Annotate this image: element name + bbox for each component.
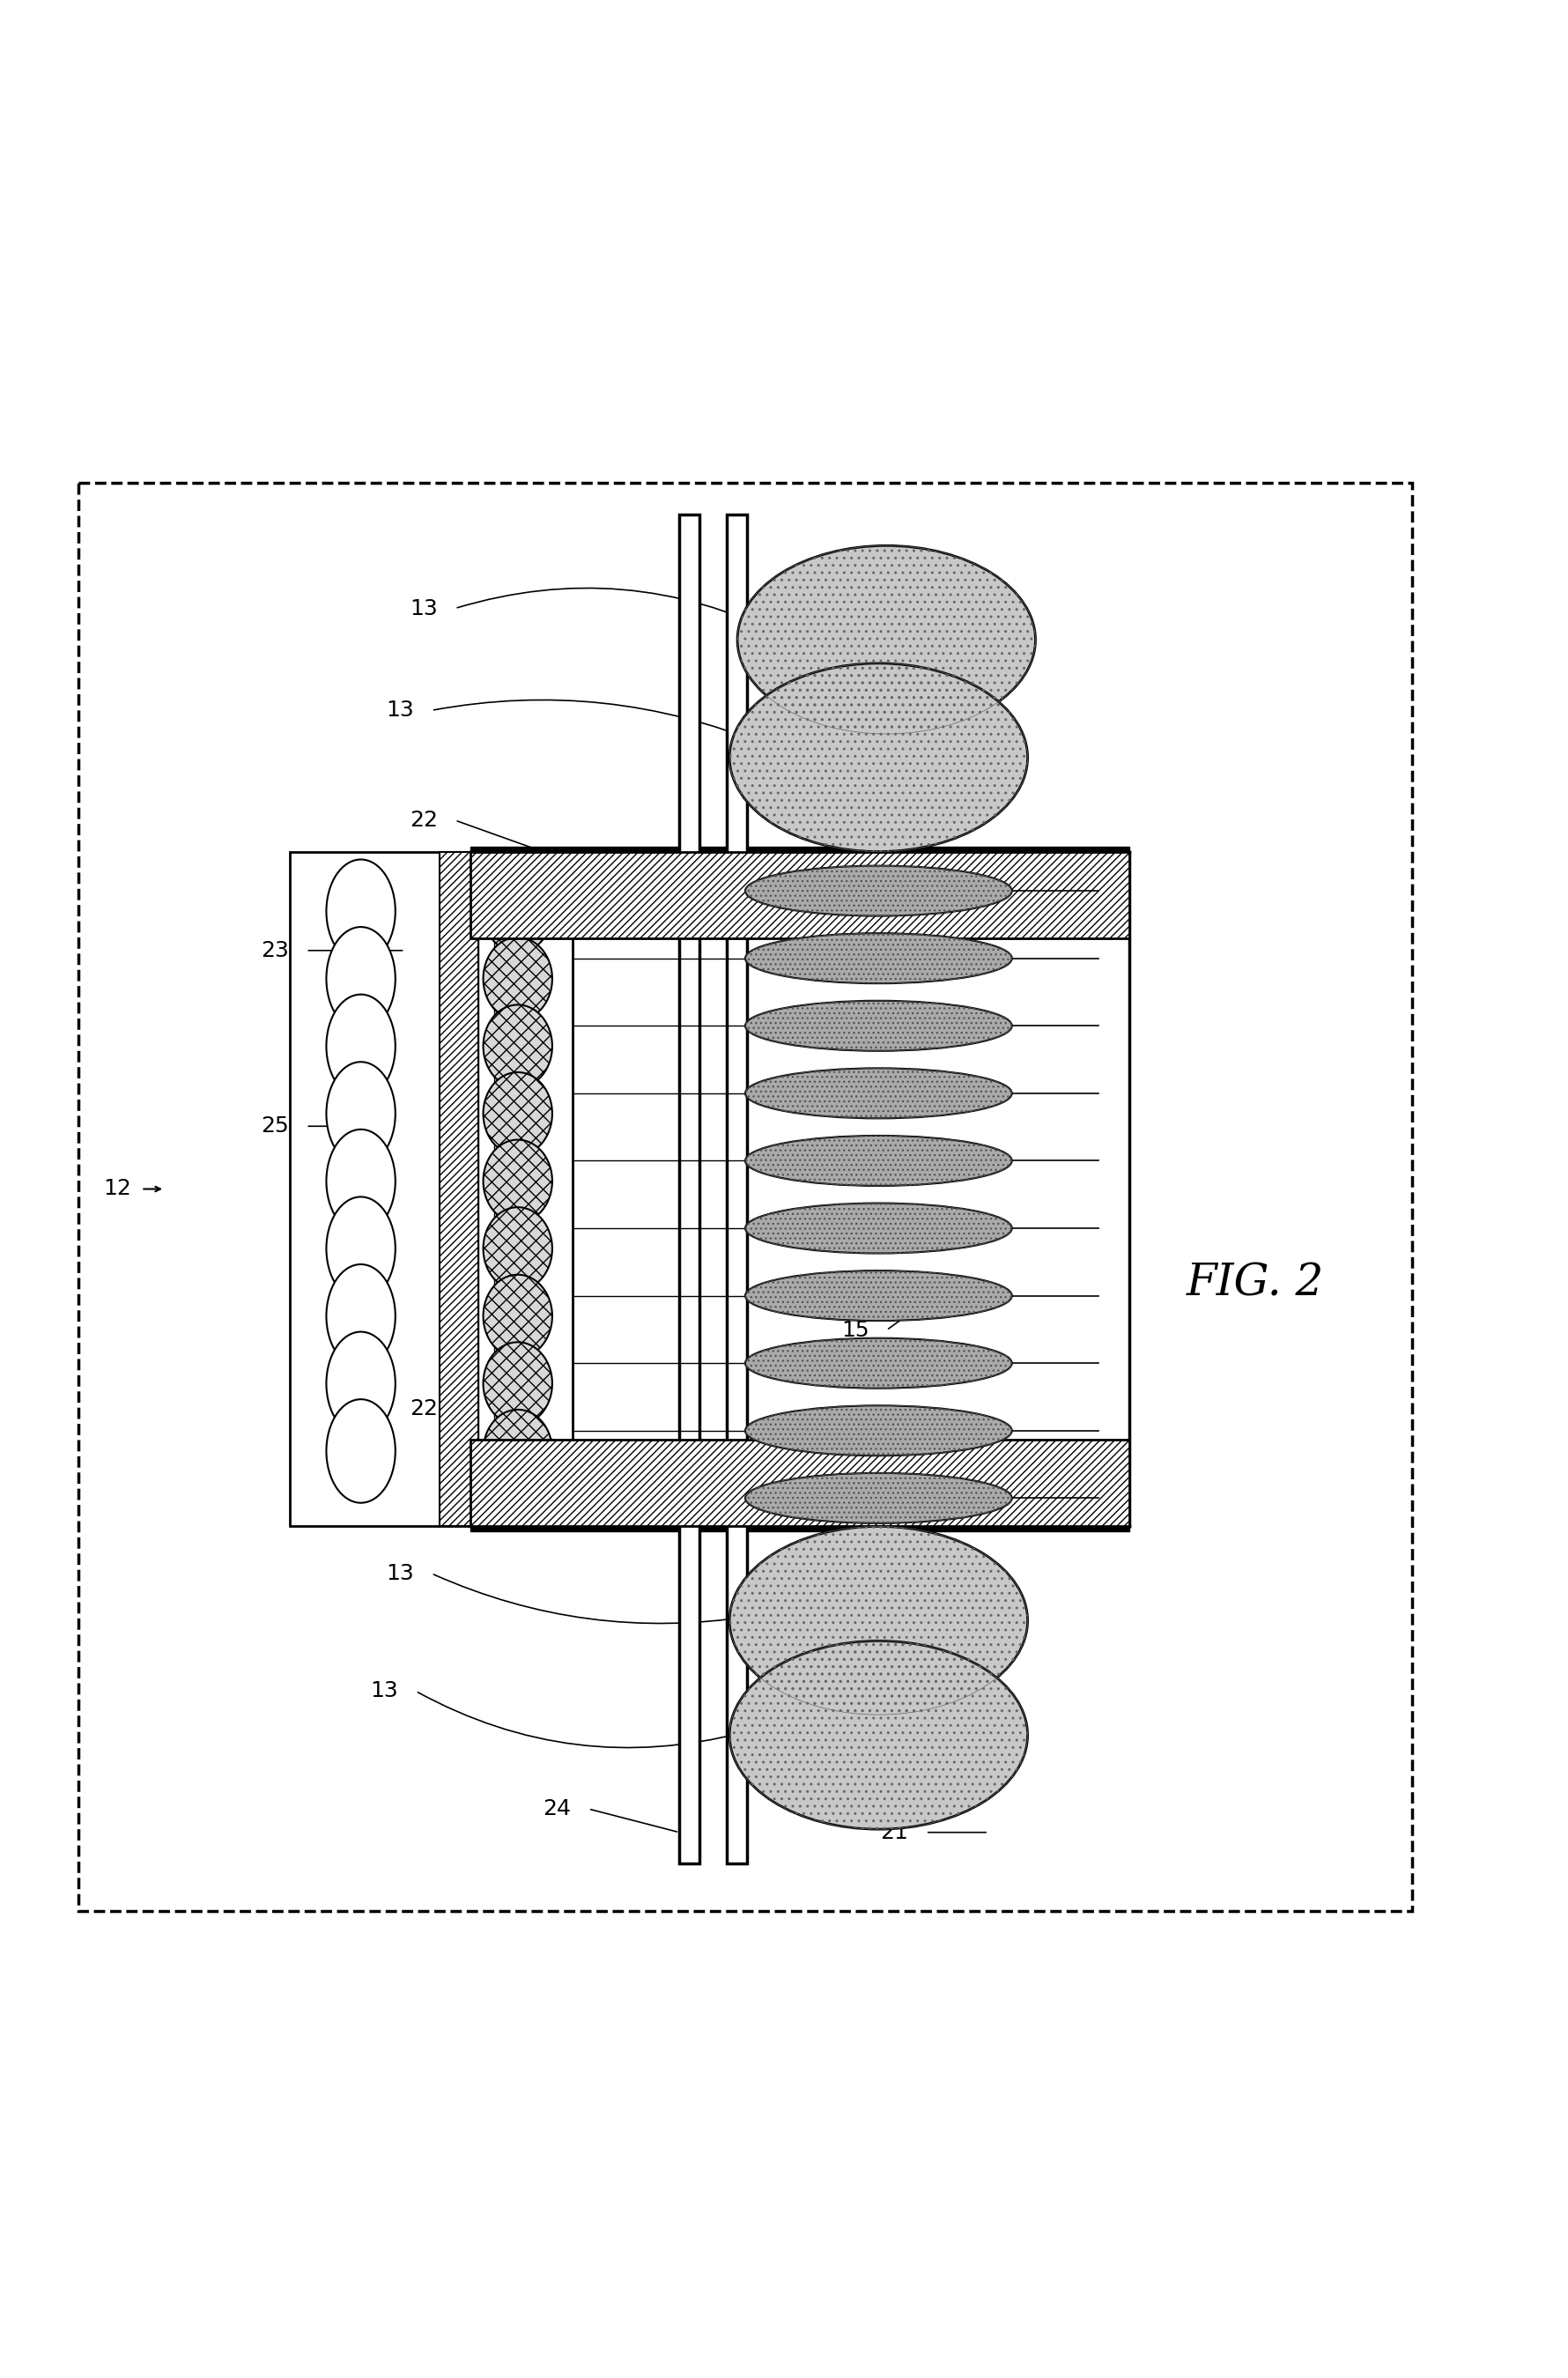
- Ellipse shape: [326, 858, 395, 963]
- Text: 13: 13: [386, 699, 414, 721]
- Bar: [290, 851, 572, 1527]
- Text: 21: 21: [880, 1822, 908, 1843]
- Ellipse shape: [745, 1339, 1011, 1389]
- Text: 24: 24: [543, 1798, 571, 1819]
- Ellipse shape: [326, 1332, 395, 1436]
- Ellipse shape: [729, 1641, 1027, 1829]
- Ellipse shape: [326, 1398, 395, 1503]
- Ellipse shape: [326, 1265, 395, 1367]
- Bar: [470, 1441, 1129, 1527]
- Ellipse shape: [745, 1001, 1011, 1051]
- Text: FIG. 2: FIG. 2: [1185, 1260, 1323, 1306]
- Ellipse shape: [745, 1472, 1011, 1524]
- Text: 15: 15: [840, 1320, 869, 1341]
- Ellipse shape: [326, 1196, 395, 1301]
- Ellipse shape: [326, 994, 395, 1099]
- Ellipse shape: [745, 932, 1011, 984]
- Text: 13: 13: [386, 1562, 414, 1584]
- Text: 22: 22: [409, 809, 437, 830]
- Bar: [679, 514, 699, 1864]
- Ellipse shape: [745, 1068, 1011, 1118]
- Bar: [470, 1527, 1129, 1531]
- Ellipse shape: [326, 1130, 395, 1232]
- Ellipse shape: [483, 1410, 552, 1493]
- Ellipse shape: [729, 663, 1027, 851]
- Ellipse shape: [745, 866, 1011, 916]
- Ellipse shape: [483, 1341, 552, 1424]
- Ellipse shape: [483, 1275, 552, 1358]
- Ellipse shape: [729, 1527, 1027, 1715]
- Text: 23: 23: [260, 939, 289, 961]
- Bar: [478, 851, 494, 1527]
- Ellipse shape: [745, 1405, 1011, 1455]
- Ellipse shape: [737, 545, 1035, 735]
- Bar: [470, 851, 1129, 937]
- Ellipse shape: [745, 1270, 1011, 1320]
- Ellipse shape: [483, 1139, 552, 1222]
- Ellipse shape: [745, 1203, 1011, 1253]
- Text: 22: 22: [409, 1398, 437, 1420]
- Ellipse shape: [483, 937, 552, 1020]
- Ellipse shape: [483, 870, 552, 954]
- Ellipse shape: [483, 1072, 552, 1156]
- Ellipse shape: [326, 927, 395, 1030]
- Bar: [439, 851, 478, 1527]
- Ellipse shape: [745, 1137, 1011, 1187]
- Text: 12: 12: [103, 1179, 132, 1199]
- Text: 13: 13: [409, 597, 437, 618]
- Text: 25: 25: [260, 1115, 289, 1137]
- Bar: [726, 514, 746, 1864]
- Text: 13: 13: [370, 1681, 398, 1703]
- Ellipse shape: [483, 1208, 552, 1289]
- Ellipse shape: [483, 1006, 552, 1087]
- Bar: [470, 847, 1129, 851]
- Ellipse shape: [326, 1063, 395, 1165]
